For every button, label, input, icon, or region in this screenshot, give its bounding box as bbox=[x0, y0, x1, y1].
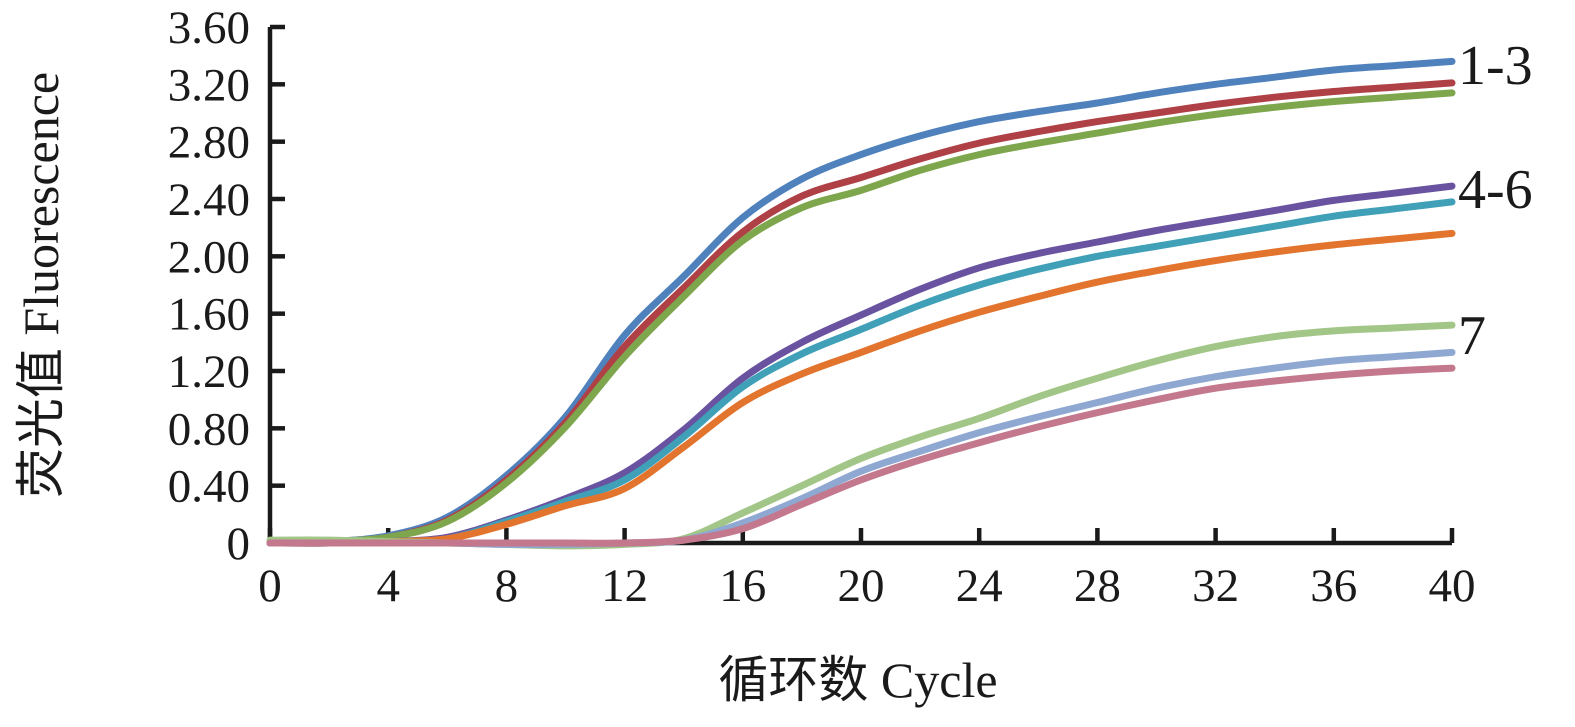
curve-group-label-4-6: 4-6 bbox=[1458, 159, 1533, 221]
x-tick-label: 12 bbox=[601, 560, 648, 612]
axis-tick-labels: 00.40 0.801.201.60 2.002.402.80 3.203.60 0 4 8… bbox=[168, 2, 1476, 612]
y-tick-label: 2.80 bbox=[168, 117, 250, 169]
curve-sample-3 bbox=[266, 89, 1456, 547]
y-tick-label: 0 bbox=[227, 518, 251, 570]
data-curves bbox=[266, 57, 1456, 550]
y-axis-title: 荧光值 Fluorescence bbox=[13, 72, 69, 498]
y-tick-label: 2.00 bbox=[168, 231, 250, 283]
y-tick-label: 3.20 bbox=[168, 59, 250, 111]
curve-sample-7c bbox=[266, 364, 1456, 547]
y-tick-label: 2.40 bbox=[168, 174, 250, 226]
x-tick-label: 8 bbox=[495, 560, 519, 612]
y-tick-label: 1.20 bbox=[168, 346, 250, 398]
y-tick-label: 1.60 bbox=[168, 289, 250, 341]
x-tick-label: 28 bbox=[1074, 560, 1121, 612]
x-tick-label: 20 bbox=[838, 560, 885, 612]
x-tick-label: 16 bbox=[719, 560, 766, 612]
curve-group-label-7: 7 bbox=[1458, 305, 1486, 367]
curve-sample-6 bbox=[266, 229, 1456, 547]
x-tick-label: 36 bbox=[1310, 560, 1357, 612]
x-tick-label: 0 bbox=[258, 560, 282, 612]
x-tick-label: 32 bbox=[1192, 560, 1239, 612]
x-tick-label: 40 bbox=[1429, 560, 1476, 612]
curve-sample-7a bbox=[266, 321, 1456, 550]
x-tick-label: 4 bbox=[376, 560, 400, 612]
curve-group-label-1-3: 1-3 bbox=[1458, 35, 1533, 97]
y-tick-label: 3.60 bbox=[168, 2, 250, 54]
y-tick-label: 0.80 bbox=[168, 403, 250, 455]
y-tick-label: 0.40 bbox=[168, 461, 250, 513]
x-axis-title: 循环数 Cycle bbox=[718, 652, 997, 708]
x-tick-label: 24 bbox=[956, 560, 1003, 612]
